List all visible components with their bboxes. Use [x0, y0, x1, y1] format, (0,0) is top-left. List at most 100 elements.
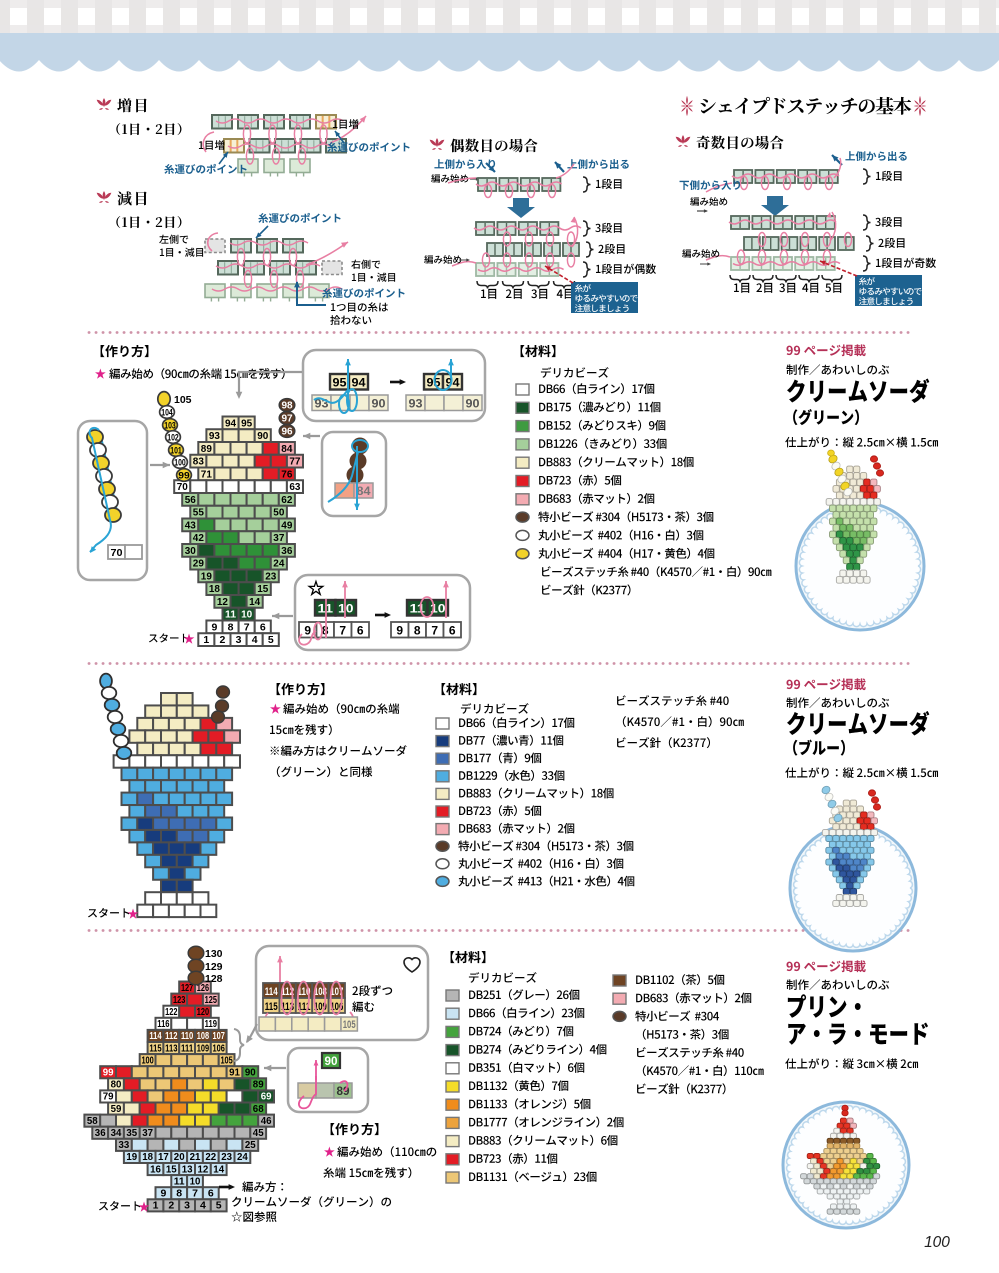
svg-text:58: 58 — [87, 1115, 98, 1127]
svg-text:80: 80 — [111, 1079, 122, 1091]
svg-text:106: 106 — [213, 1042, 225, 1054]
svg-text:21: 21 — [190, 1151, 201, 1163]
svg-text:50: 50 — [273, 507, 284, 519]
svg-text:130: 130 — [205, 948, 223, 960]
svg-text:24: 24 — [237, 1151, 248, 1163]
svg-text:111: 111 — [181, 1042, 193, 1054]
svg-text:97: 97 — [281, 414, 293, 425]
svg-text:8: 8 — [176, 1188, 182, 1200]
svg-text:★: ★ — [324, 1145, 335, 1159]
svg-text:115: 115 — [149, 1042, 161, 1054]
svg-text:100: 100 — [924, 1234, 950, 1251]
svg-text:84: 84 — [281, 443, 292, 455]
svg-text:12: 12 — [198, 1163, 209, 1175]
svg-text:129: 129 — [205, 961, 223, 973]
svg-text:105: 105 — [220, 1054, 232, 1066]
svg-text:100: 100 — [141, 1054, 153, 1066]
svg-text:62: 62 — [281, 494, 292, 506]
svg-text:63: 63 — [289, 481, 300, 493]
svg-text:1: 1 — [203, 634, 209, 646]
svg-text:8: 8 — [414, 624, 421, 638]
svg-text:37: 37 — [273, 532, 284, 544]
svg-text:90: 90 — [245, 1067, 256, 1079]
svg-text:33: 33 — [119, 1139, 130, 1151]
svg-text:7: 7 — [339, 624, 346, 638]
svg-text:70: 70 — [177, 481, 188, 493]
svg-text:43: 43 — [185, 519, 196, 531]
svg-text:☆: ☆ — [307, 578, 325, 600]
svg-text:11: 11 — [225, 609, 236, 621]
svg-text:90: 90 — [257, 430, 268, 442]
svg-text:29: 29 — [193, 558, 204, 570]
svg-text:55: 55 — [193, 507, 204, 519]
svg-text:10: 10 — [338, 602, 354, 616]
svg-text:19: 19 — [201, 570, 212, 582]
svg-text:35: 35 — [126, 1127, 137, 1139]
svg-text:122: 122 — [165, 1006, 177, 1018]
svg-text:119: 119 — [205, 1018, 217, 1030]
svg-text:79: 79 — [103, 1091, 114, 1103]
svg-text:89: 89 — [201, 443, 212, 455]
svg-text:5: 5 — [216, 1200, 222, 1212]
svg-text:★: ★ — [128, 907, 139, 921]
svg-text:68: 68 — [253, 1103, 264, 1115]
svg-text:4: 4 — [200, 1200, 206, 1212]
svg-text:6: 6 — [208, 1188, 214, 1200]
svg-text:56: 56 — [185, 494, 196, 506]
svg-text:★: ★ — [184, 632, 195, 646]
svg-text:★: ★ — [270, 702, 281, 716]
svg-text:128: 128 — [205, 973, 223, 985]
svg-text:6: 6 — [357, 624, 364, 638]
svg-text:7: 7 — [244, 621, 250, 633]
svg-text:77: 77 — [289, 456, 300, 468]
svg-text:90: 90 — [466, 397, 480, 411]
svg-text:17: 17 — [158, 1151, 169, 1163]
svg-text:2: 2 — [168, 1200, 174, 1212]
svg-text:105: 105 — [174, 394, 192, 406]
svg-text:91: 91 — [229, 1067, 240, 1079]
svg-text:110: 110 — [181, 1030, 193, 1042]
svg-text:89: 89 — [253, 1079, 264, 1091]
svg-text:36: 36 — [95, 1127, 106, 1139]
svg-text:95: 95 — [333, 376, 347, 390]
svg-text:90: 90 — [325, 1056, 338, 1068]
svg-text:125: 125 — [205, 994, 217, 1006]
svg-text:94: 94 — [225, 417, 236, 429]
svg-text:42: 42 — [193, 532, 204, 544]
svg-text:83: 83 — [193, 456, 204, 468]
svg-text:105: 105 — [343, 1019, 356, 1031]
svg-text:5: 5 — [268, 634, 274, 646]
svg-text:15: 15 — [166, 1163, 177, 1175]
svg-text:70: 70 — [111, 547, 123, 559]
svg-text:45: 45 — [253, 1127, 264, 1139]
svg-text:103: 103 — [164, 420, 176, 431]
svg-text:123: 123 — [173, 994, 185, 1006]
svg-text:59: 59 — [111, 1103, 122, 1115]
svg-text:95: 95 — [241, 417, 252, 429]
svg-text:13: 13 — [182, 1163, 193, 1175]
svg-text:25: 25 — [245, 1139, 256, 1151]
svg-text:9: 9 — [160, 1188, 166, 1200]
svg-text:113: 113 — [165, 1042, 177, 1054]
svg-text:7: 7 — [192, 1188, 198, 1200]
svg-text:23: 23 — [265, 570, 276, 582]
svg-text:69: 69 — [261, 1091, 272, 1103]
svg-text:16: 16 — [150, 1163, 161, 1175]
svg-text:20: 20 — [174, 1151, 185, 1163]
svg-text:18: 18 — [209, 583, 220, 595]
svg-text:7: 7 — [431, 624, 438, 638]
svg-text:94: 94 — [352, 376, 366, 390]
svg-text:108: 108 — [197, 1030, 209, 1042]
svg-text:116: 116 — [157, 1018, 169, 1030]
svg-text:101: 101 — [170, 445, 182, 456]
svg-text:99: 99 — [178, 470, 190, 481]
svg-text:46: 46 — [261, 1115, 272, 1127]
svg-text:22: 22 — [205, 1151, 216, 1163]
svg-text:3: 3 — [236, 634, 242, 646]
svg-text:100: 100 — [174, 457, 186, 468]
svg-text:98: 98 — [281, 401, 293, 412]
svg-text:1: 1 — [153, 1200, 159, 1212]
svg-text:109: 109 — [197, 1042, 209, 1054]
svg-text:3: 3 — [184, 1200, 190, 1212]
svg-text:104: 104 — [161, 407, 173, 418]
